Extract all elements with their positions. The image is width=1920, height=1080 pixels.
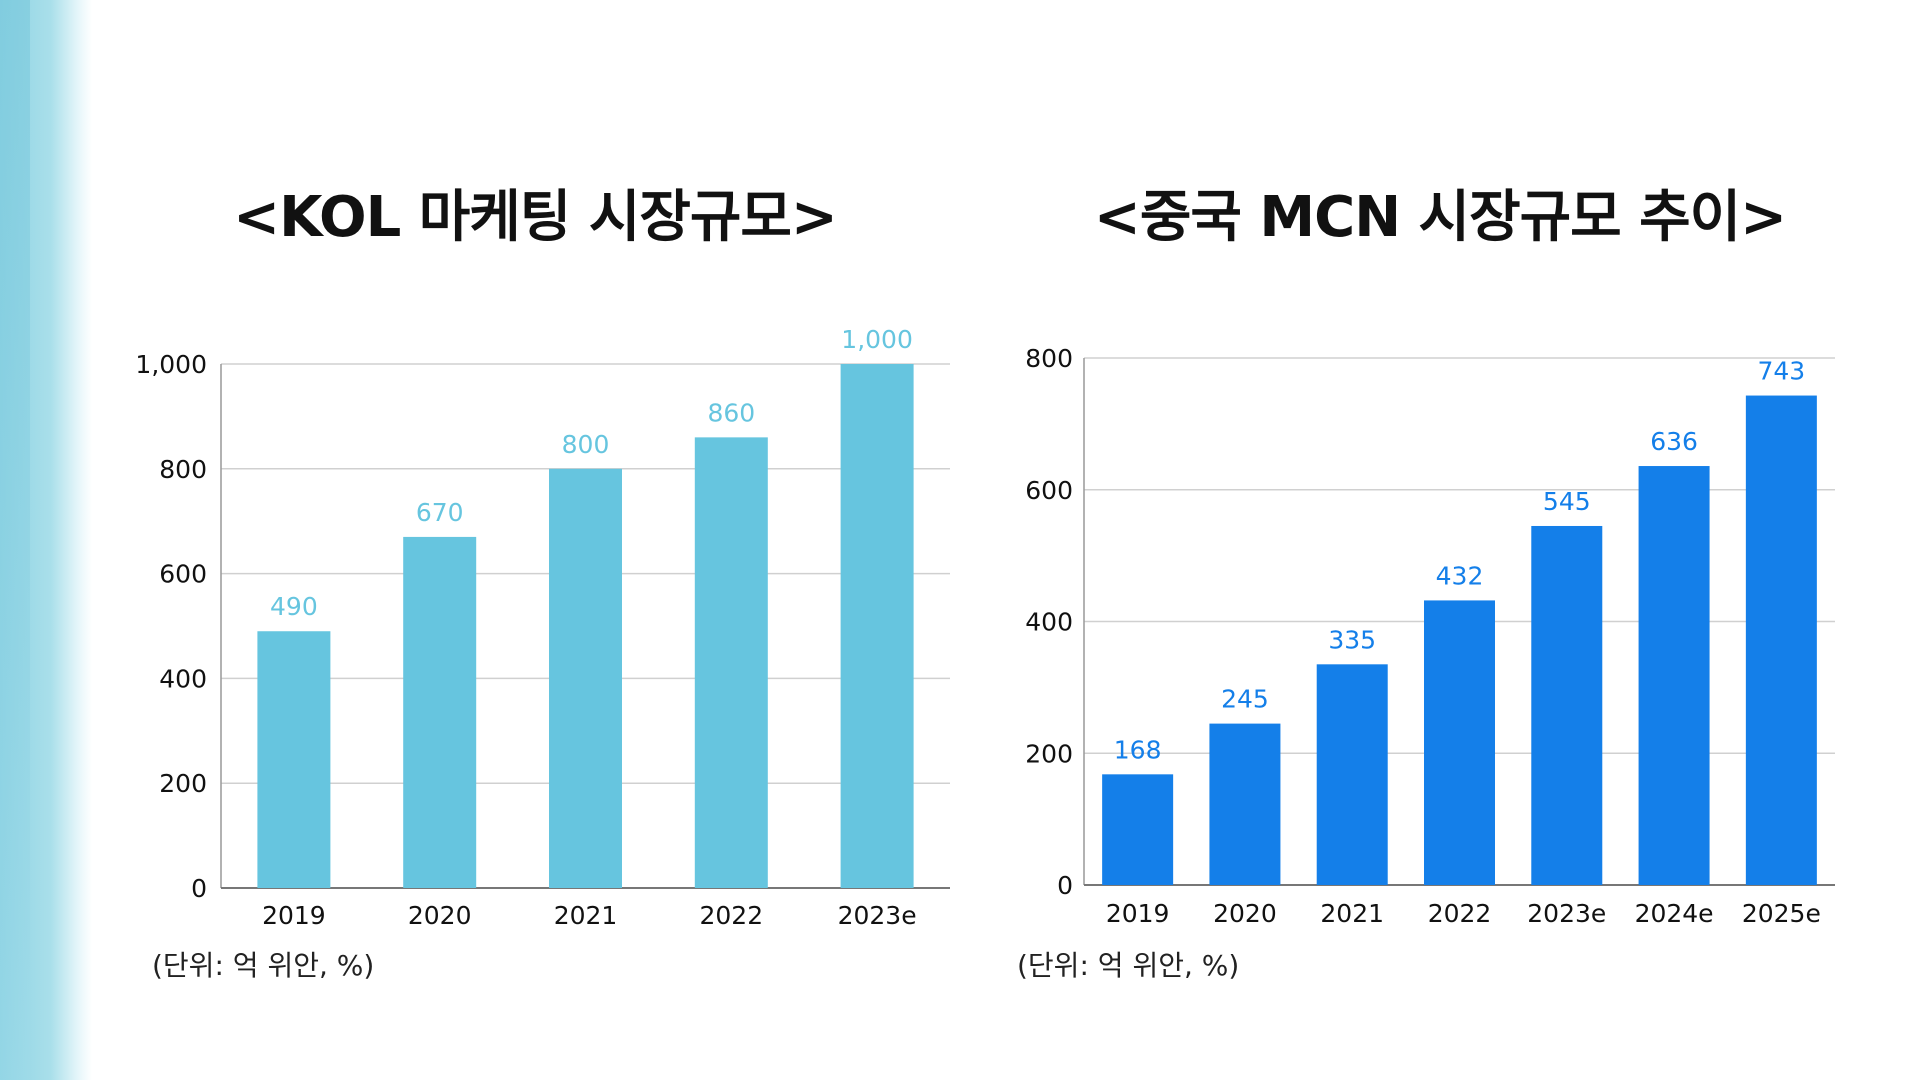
kol-y-tick-label: 200 [159,769,207,798]
mcn-bar [1209,723,1281,885]
kol-y-tick-label: 600 [159,560,207,589]
kol-x-tick-label: 2020 [408,901,472,930]
mcn-y-tick-label: 200 [1025,739,1073,768]
mcn-bar-value-label: 335 [1328,625,1376,654]
kol-bar [549,468,622,888]
mcn-bar-value-label: 545 [1543,487,1591,516]
kol-bar [257,631,331,888]
mcn-bar [1745,395,1817,885]
mcn-x-tick-label: 2021 [1320,899,1384,928]
kol-chart-title: <KOL 마케팅 시장규모> [233,185,838,250]
mcn-x-tick-label: 2025e [1742,899,1821,928]
mcn-bar-value-label: 168 [1114,735,1162,764]
kol-y-tick-label: 800 [159,455,207,484]
mcn-x-tick-label: 2020 [1213,899,1277,928]
kol-unit-note: (단위: 억 위안, %) [152,949,375,982]
kol-x-tick-label: 2021 [554,901,618,930]
kol-y-tick-label: 400 [159,664,207,693]
kol-bar-value-label: 800 [562,430,610,459]
mcn-bar-value-label: 636 [1650,427,1698,456]
kol-x-tick-label: 2019 [262,901,326,930]
mcn-chart-title: <중국 MCN 시장규모 추이> [1093,185,1787,250]
mcn-x-tick-label: 2024e [1635,899,1714,928]
mcn-bar [1102,774,1174,885]
mcn-bar-value-label: 245 [1221,685,1269,714]
kol-y-tick-label: 0 [191,874,207,903]
decorative-side-strip [0,0,92,1080]
mcn-bar [1638,466,1710,885]
kol-x-tick-label: 2022 [699,901,763,930]
kol-x-tick-label: 2023e [838,901,917,930]
kol-bar [403,536,477,888]
mcn-bar-value-label: 743 [1757,357,1805,386]
kol-bar-value-label: 490 [270,592,318,621]
kol-bar [840,364,914,888]
mcn-bar [1316,664,1388,885]
mcn-x-tick-label: 2019 [1106,899,1170,928]
mcn-x-tick-label: 2023e [1527,899,1606,928]
mcn-bar [1424,600,1495,885]
mcn-y-tick-label: 600 [1025,476,1073,505]
kol-y-tick-label: 1,000 [135,350,207,379]
mcn-y-tick-label: 800 [1025,344,1073,373]
mcn-bar-value-label: 432 [1436,561,1484,590]
mcn-unit-note: (단위: 억 위안, %) [1017,949,1240,982]
kol-bar [694,437,768,888]
mcn-bar [1531,525,1603,885]
kol-bar-value-label: 860 [707,398,755,427]
mcn-x-tick-label: 2022 [1428,899,1492,928]
kol-bar-value-label: 1,000 [841,325,913,354]
mcn-y-tick-label: 0 [1057,871,1073,900]
mcn-y-tick-label: 400 [1025,608,1073,637]
kol-bar-value-label: 670 [416,498,464,527]
